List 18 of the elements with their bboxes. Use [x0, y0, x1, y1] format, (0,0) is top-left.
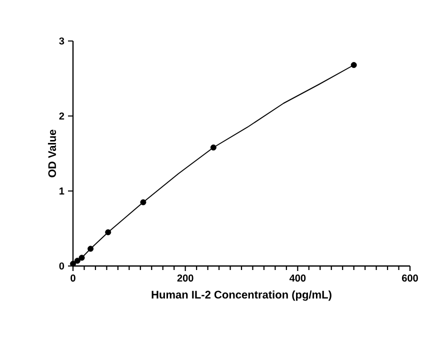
point	[88, 246, 94, 252]
point	[350, 62, 357, 68]
y-axis-title: OD Value	[48, 130, 56, 178]
y-tick-label: 2	[59, 112, 64, 120]
y-tick-label: 0	[59, 262, 64, 270]
x-tick-label: 400	[289, 274, 306, 282]
point	[140, 199, 146, 206]
point	[78, 254, 85, 261]
point	[74, 258, 80, 264]
x-tick-label: 0	[70, 274, 76, 282]
point	[70, 260, 76, 267]
x-tick-label: 600	[402, 274, 418, 282]
x-axis-title: Human IL-2 Concentration (pg/mL)	[152, 290, 332, 301]
point	[210, 144, 216, 150]
y-tick-label: 1	[60, 188, 64, 194]
y-tick-label: 3	[59, 37, 64, 45]
point	[105, 229, 112, 236]
x-tick-label: 200	[177, 274, 194, 282]
